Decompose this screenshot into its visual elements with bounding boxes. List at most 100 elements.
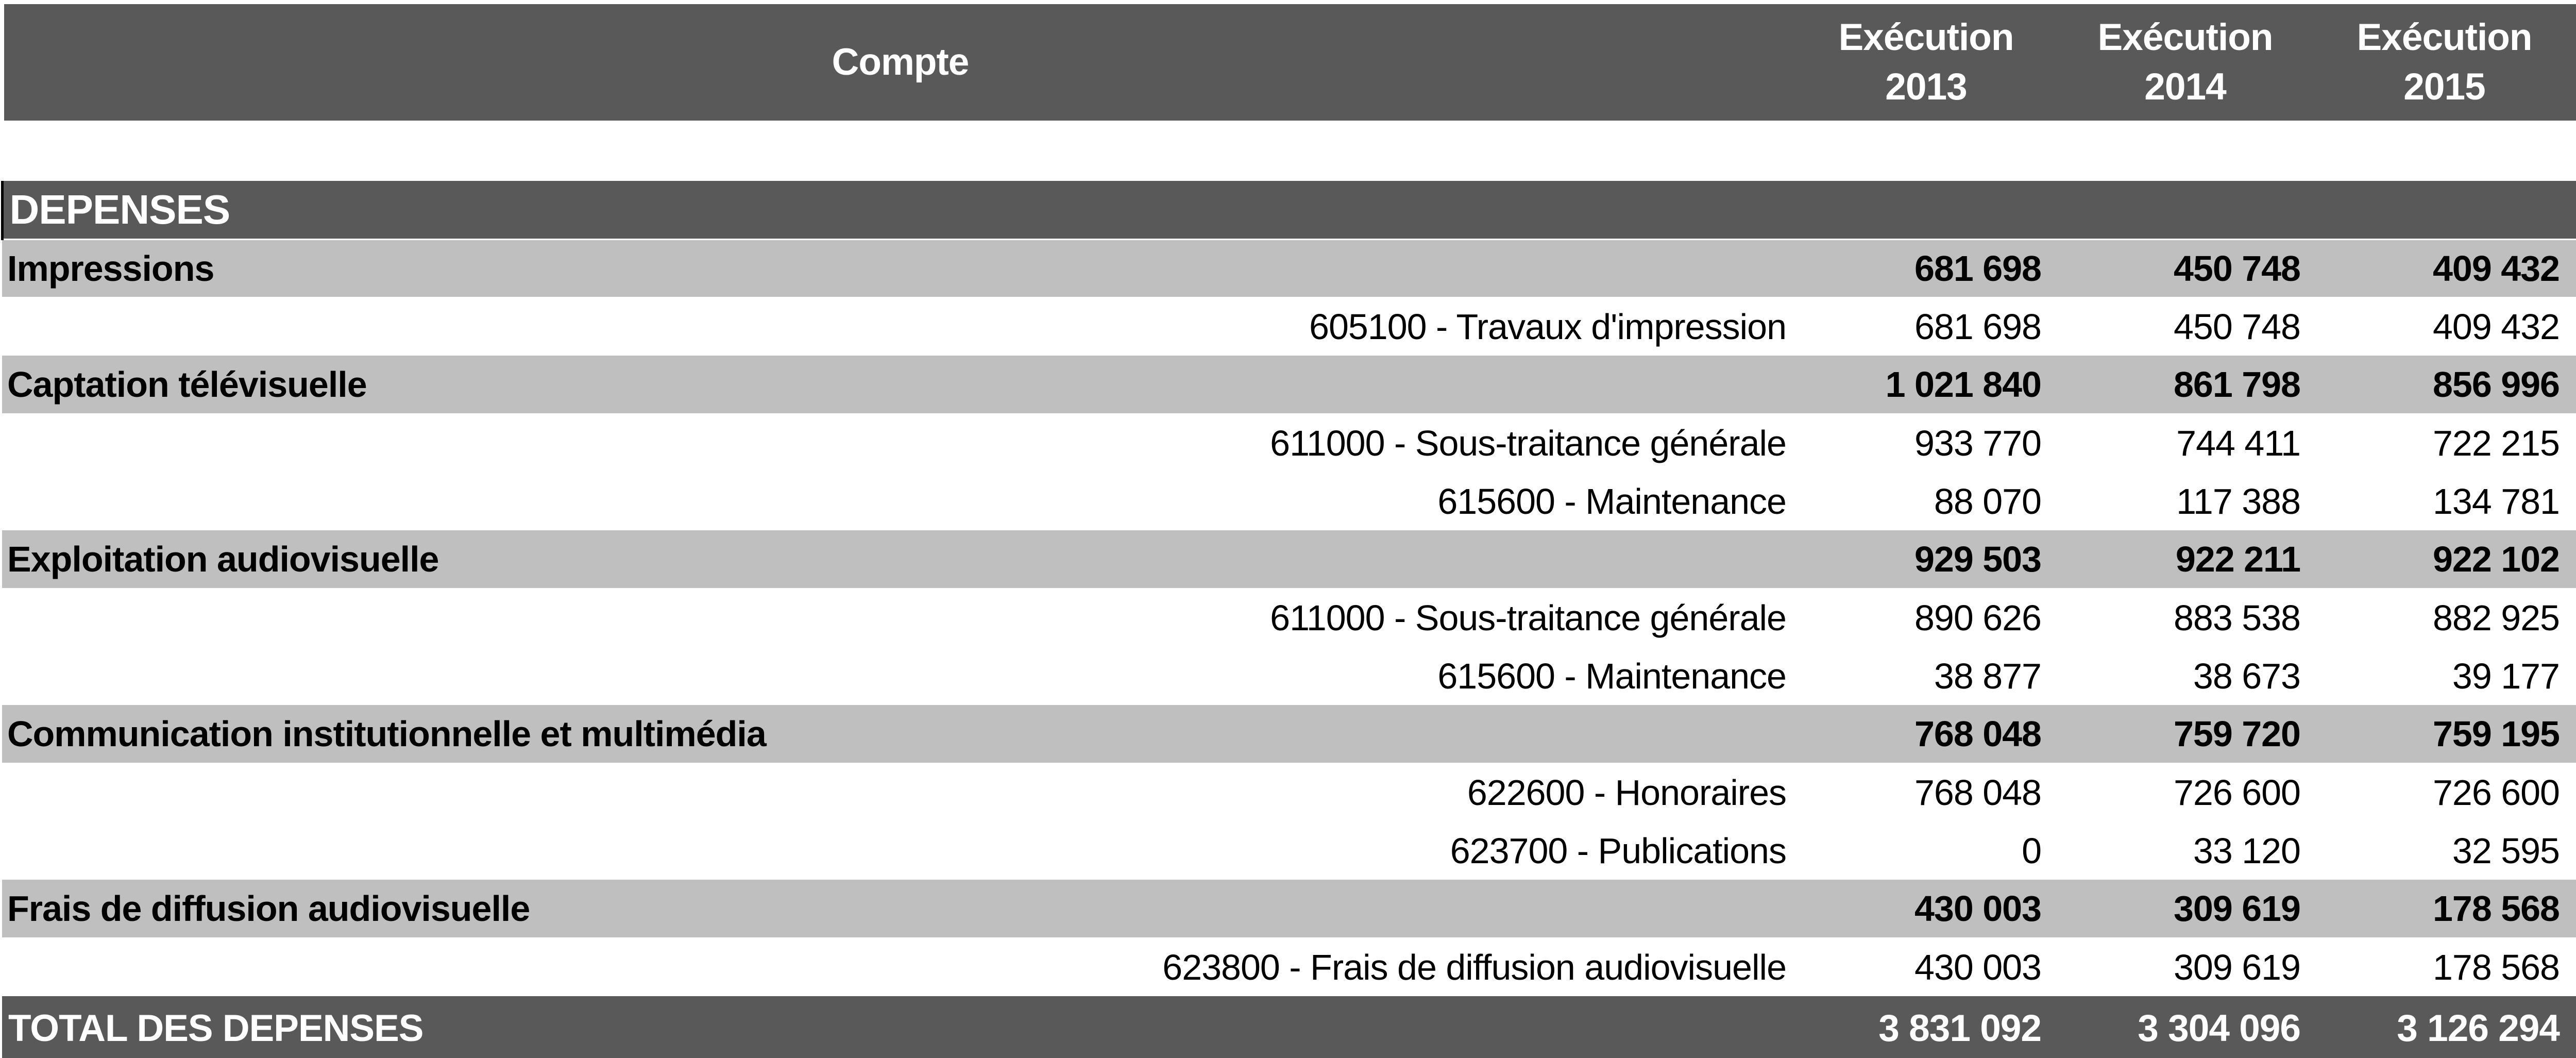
account-row: 611000 - Sous-traitance générale 890 626… <box>2 589 2576 647</box>
value-cell: 883 538 <box>2056 589 2315 647</box>
account-label: 605100 - Travaux d'impression <box>2 297 1797 356</box>
value-cell: 116 253 <box>2574 938 2576 996</box>
value-cell: 640 010 <box>2574 763 2576 821</box>
value-cell: 759 720 <box>2056 705 2315 764</box>
value-cell: 890 626 <box>1797 589 2056 647</box>
total-row: TOTAL DES DEPENSES 3 831 092 3 304 096 3… <box>2 996 2576 1058</box>
value-cell: 681 698 <box>1797 297 2056 356</box>
value-cell: 134 781 <box>2315 472 2574 530</box>
account-row: 622600 - Honoraires 768 048 726 600 726 … <box>2 763 2576 821</box>
value-cell: 450 748 <box>2056 239 2315 298</box>
account-row: 605100 - Travaux d'impression 681 698 45… <box>2 297 2576 356</box>
column-header-execution-2016: Exécution2016 <box>2574 0 2576 121</box>
account-row: 623800 - Frais de diffusion audiovisuell… <box>2 938 2576 996</box>
header-line-year: 2016 <box>2574 62 2576 112</box>
spacer-row <box>2 121 2576 181</box>
total-value-cell: 2 990 526 <box>2574 996 2576 1058</box>
value-cell: 861 798 <box>2056 356 2315 415</box>
group-label: Captation télévisuelle <box>2 356 1797 415</box>
value-cell: 178 568 <box>2315 938 2574 996</box>
section-row-depenses: DEPENSES <box>1 181 2576 240</box>
total-value-cell: 3 304 096 <box>2056 996 2315 1058</box>
column-header-execution-2014: Exécution 2014 <box>2056 0 2315 121</box>
value-cell: 663 106 <box>2574 705 2576 764</box>
value-cell: 116 253 <box>2574 880 2576 939</box>
account-label: 623700 - Publications <box>2 821 1797 880</box>
value-cell: 856 996 <box>2315 356 2574 415</box>
value-cell <box>2315 181 2574 240</box>
header-line-execution: Exécution <box>2574 13 2576 62</box>
value-cell: 768 048 <box>1797 763 2056 821</box>
value-cell: 929 503 <box>1797 530 2056 590</box>
value-cell: 361 796 <box>2574 239 2576 298</box>
value-cell: 0 <box>1797 821 2056 880</box>
value-cell: 726 600 <box>2315 763 2574 821</box>
value-cell: 361 796 <box>2574 297 2576 356</box>
value-cell: 747 130 <box>2574 414 2576 472</box>
value-cell: 23 096 <box>2574 821 2576 880</box>
column-header-compte: Compte <box>0 0 1797 121</box>
value-cell: 409 432 <box>2315 297 2574 356</box>
value-cell: 430 003 <box>1797 938 2056 996</box>
value-cell: 38 877 <box>1797 647 2056 705</box>
account-label: 615600 - Maintenance <box>2 647 1797 705</box>
account-label: 611000 - Sous-traitance générale <box>2 589 1797 647</box>
group-row-captation-televisuelle: Captation télévisuelle 1 021 840 861 798… <box>2 356 2576 415</box>
total-value-cell: 3 126 294 <box>2315 996 2574 1058</box>
value-cell: 889 854 <box>2574 356 2576 415</box>
group-label: Impressions <box>2 239 1797 298</box>
value-cell: 933 770 <box>1797 414 2056 472</box>
group-row-impressions: Impressions 681 698 450 748 409 432 361 … <box>2 239 2576 298</box>
value-cell <box>2574 181 2576 240</box>
group-row-frais-de-diffusion: Frais de diffusion audiovisuelle 430 003… <box>2 880 2576 939</box>
header-line-year: 2014 <box>2144 66 2226 108</box>
value-cell: 450 748 <box>2056 297 2315 356</box>
column-header-execution-2013: Exécution 2013 <box>1797 0 2056 121</box>
value-cell: 309 619 <box>2056 938 2315 996</box>
group-row-communication-institutionnelle: Communication institutionnelle et multim… <box>2 705 2576 764</box>
value-cell: 726 600 <box>2056 763 2315 821</box>
value-cell: 744 411 <box>2056 414 2315 472</box>
header-row: Compte Exécution 2013 Exécution 2014 Exécu… <box>0 0 2576 121</box>
value-cell: 38 673 <box>2056 647 2315 705</box>
value-cell: 759 195 <box>2315 705 2574 764</box>
value-cell: 722 215 <box>2315 414 2574 472</box>
header-line-execution: Exécution <box>2097 16 2274 58</box>
value-cell: 409 432 <box>2315 239 2574 298</box>
value-cell: 959 517 <box>2574 530 2576 590</box>
total-value-cell: 3 831 092 <box>1797 996 2056 1058</box>
value-cell: 922 102 <box>2315 530 2574 590</box>
value-cell: 33 120 <box>2056 821 2315 880</box>
account-row: 615600 - Maintenance 38 877 38 673 39 17… <box>2 647 2576 705</box>
value-cell: 53 596 <box>2574 647 2576 705</box>
value-cell: 117 388 <box>2056 472 2315 530</box>
column-header-execution-2015: Exécution 2015 <box>2315 0 2574 121</box>
value-cell <box>1797 181 2056 240</box>
value-cell: 142 725 <box>2574 472 2576 530</box>
value-cell: 309 619 <box>2056 880 2315 939</box>
group-label: Communication institutionnelle et multim… <box>2 705 1797 764</box>
account-label: 623800 - Frais de diffusion audiovisuell… <box>2 938 1797 996</box>
value-cell: 922 211 <box>2056 530 2315 590</box>
account-label: 622600 - Honoraires <box>2 763 1797 821</box>
value-cell: 1 021 840 <box>1797 356 2056 415</box>
value-cell: 768 048 <box>1797 705 2056 764</box>
section-label: DEPENSES <box>1 181 1797 240</box>
account-row: 615600 - Maintenance 88 070 117 388 134 … <box>2 472 2576 530</box>
value-cell: 681 698 <box>1797 239 2056 298</box>
value-cell: 882 925 <box>2315 589 2574 647</box>
header-line-year: 2015 <box>2403 66 2485 108</box>
header-line-execution: Exécution <box>2357 16 2533 58</box>
value-cell: 88 070 <box>1797 472 2056 530</box>
header-line-year: 2013 <box>1885 66 1967 108</box>
value-cell: 178 568 <box>2315 880 2574 939</box>
value-cell: 905 921 <box>2574 589 2576 647</box>
total-label: TOTAL DES DEPENSES <box>2 996 1797 1058</box>
value-cell: 39 177 <box>2315 647 2574 705</box>
value-cell <box>2056 181 2315 240</box>
group-label: Frais de diffusion audiovisuelle <box>2 880 1797 939</box>
value-cell: 430 003 <box>1797 880 2056 939</box>
value-cell: 32 595 <box>2315 821 2574 880</box>
